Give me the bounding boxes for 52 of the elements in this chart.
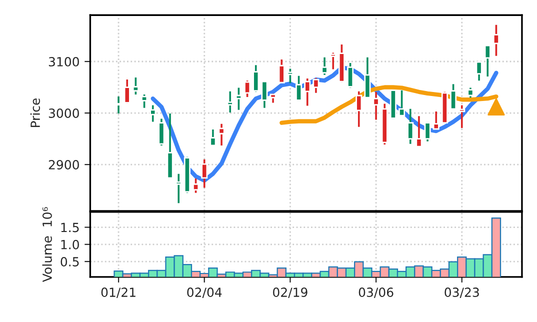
candlestick bbox=[244, 80, 251, 98]
candlestick bbox=[476, 60, 482, 82]
y-tick-label: 3000 bbox=[48, 108, 79, 118]
y-tick-label: 3100 bbox=[48, 56, 79, 66]
candlestick bbox=[484, 44, 491, 78]
candlestick bbox=[132, 76, 139, 96]
candlestick bbox=[252, 64, 260, 93]
candlestick bbox=[158, 118, 165, 146]
candlestick bbox=[192, 178, 200, 194]
x-tick-label: 01/21 bbox=[101, 288, 136, 298]
candlestick bbox=[278, 58, 285, 84]
candlestick bbox=[218, 122, 225, 146]
candlestick bbox=[261, 80, 268, 109]
candlestick bbox=[321, 56, 328, 76]
candlestick bbox=[398, 89, 406, 117]
candlestick bbox=[115, 96, 122, 114]
candlestick bbox=[210, 128, 216, 147]
y-axis-title: Price bbox=[30, 98, 40, 128]
x-tick-label: 02/19 bbox=[273, 288, 308, 298]
candlestick bbox=[407, 108, 414, 145]
candlestick bbox=[226, 90, 234, 114]
y-tick-label: 1.0 bbox=[61, 240, 79, 250]
candlestick bbox=[124, 78, 130, 104]
candlestick bbox=[432, 110, 440, 130]
y-tick-label: 1.5 bbox=[61, 222, 79, 232]
candlestick bbox=[347, 62, 354, 89]
candlestick bbox=[304, 78, 311, 107]
candlestick bbox=[235, 86, 242, 111]
candlestick bbox=[356, 90, 362, 128]
candlestick bbox=[458, 104, 466, 129]
y-tick-label: 0.5 bbox=[60, 256, 79, 266]
candlestick bbox=[286, 68, 294, 84]
y-axis-title: Volume 10⁶ bbox=[42, 207, 52, 282]
candlestick bbox=[312, 77, 320, 94]
x-tick-label: 03/06 bbox=[358, 288, 394, 298]
candlestick bbox=[270, 92, 276, 104]
y-tick-label: 2900 bbox=[48, 160, 79, 170]
candlestick bbox=[492, 24, 500, 57]
x-tick-label: 02/04 bbox=[187, 288, 222, 298]
candlestick bbox=[467, 86, 474, 98]
candlestick bbox=[450, 83, 457, 110]
candlestick bbox=[141, 94, 148, 109]
candlestick bbox=[364, 56, 371, 98]
candlestick bbox=[296, 75, 302, 102]
candlestick bbox=[424, 121, 431, 142]
x-tick-label: 03/23 bbox=[444, 288, 479, 298]
candlestick bbox=[201, 158, 208, 189]
candlestick bbox=[330, 52, 336, 70]
candlestick bbox=[372, 90, 380, 121]
candlestick bbox=[416, 115, 422, 148]
candlestick bbox=[150, 104, 156, 123]
candlestick bbox=[175, 172, 182, 204]
